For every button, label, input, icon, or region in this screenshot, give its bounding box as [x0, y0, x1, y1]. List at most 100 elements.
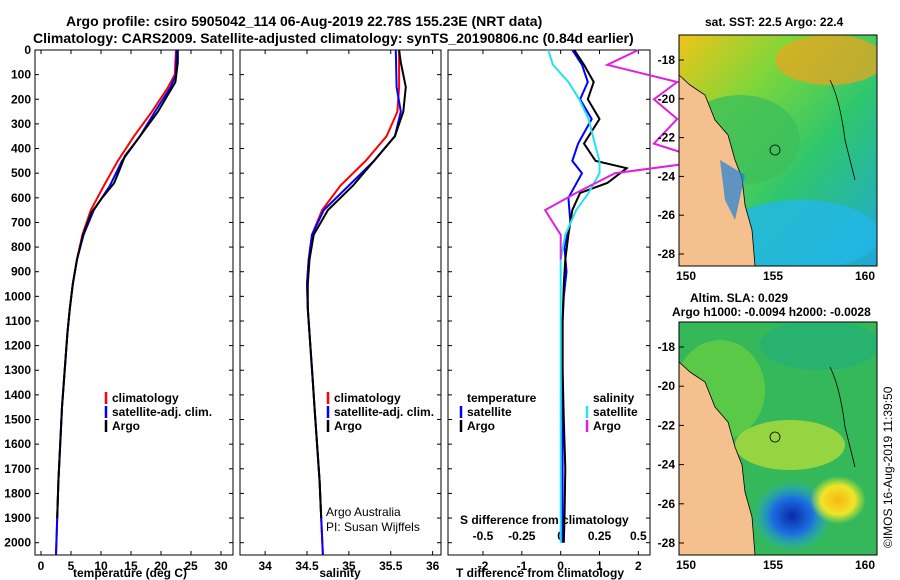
x-tick-label: 0: [557, 559, 564, 573]
s-difference-label: S difference from climatology: [460, 513, 629, 527]
series-line-climatology: [305, 50, 401, 556]
y-tick-label: 900: [11, 265, 31, 279]
difference-legend: temperature salinity satellite Argo sate…: [459, 391, 638, 527]
legend-label-satellite: satellite-adj. clim.: [112, 405, 212, 419]
legend-label-s-argo: Argo: [593, 419, 621, 433]
x-tick-label: 10: [94, 559, 108, 573]
series-line-satellite-adj-clim-: [55, 49, 178, 556]
sla-map: [678, 321, 878, 556]
sst-map-frame: [678, 34, 878, 267]
sst-warm-patch: [775, 35, 877, 85]
x-tick-label: 36: [426, 559, 440, 573]
salinity-legend: climatology satellite-adj. clim. Argo Ar…: [326, 391, 434, 534]
map-y-tick-label: -22: [658, 418, 676, 432]
map-y-tick-label: -20: [658, 379, 676, 393]
x-tick-label: 5: [68, 559, 75, 573]
sla-map-title-2: Argo h1000: -0.0094 h2000: -0.0028: [672, 305, 871, 319]
y-tick-label: 2000: [4, 536, 31, 550]
x-tick-label: -1: [516, 559, 527, 573]
salinity-panel: 34 34.5 35 35.5 36 salinity: [239, 49, 442, 580]
s-x-tick-label: -0.5: [473, 529, 494, 543]
y-tick-label: 1500: [4, 413, 31, 427]
x-tick-label: 0: [38, 559, 45, 573]
credit-pi: PI: Susan Wijffels: [326, 520, 420, 534]
map-x-tick-label: 160: [855, 558, 875, 572]
legend-label-climatology: climatology: [112, 391, 179, 405]
x-tick-label: 34.5: [295, 559, 319, 573]
map-x-tick-label: 155: [763, 558, 783, 572]
y-tick-label: 800: [11, 240, 31, 254]
bathymetry-contour: [829, 79, 856, 181]
y-tick-label: 1700: [4, 462, 31, 476]
sla-map-title-1: Altim. SLA: 0.029: [690, 291, 788, 305]
legend-label-argo: Argo: [112, 419, 140, 433]
sla-patch: [760, 322, 877, 370]
s-x-tick-label: 0.5: [630, 529, 647, 543]
sst-map: [678, 34, 878, 267]
legend-label-t-argo: Argo: [467, 419, 495, 433]
legend-title-salinity: salinity: [593, 391, 635, 405]
x-tick-label: 20: [154, 559, 168, 573]
map-x-tick-label: 155: [763, 269, 783, 283]
x-tick-label: 35.5: [379, 559, 403, 573]
title-line-2: Climatology: CARS2009. Satellite-adjuste…: [33, 30, 634, 46]
y-tick-label: 1400: [4, 388, 31, 402]
x-tick-label: 35: [342, 559, 356, 573]
sst-cool-patch: [720, 200, 877, 266]
reef-contour: [769, 431, 781, 443]
map-y-tick-label: -28: [658, 536, 676, 550]
map-x-tick-label: 150: [676, 558, 696, 572]
y-tick-label: 0: [24, 43, 31, 57]
y-tick-label: 700: [11, 215, 31, 229]
map-y-tick-label: -18: [658, 53, 676, 67]
map-y-tick-label: -24: [658, 169, 676, 183]
y-tick-label: 1300: [4, 363, 31, 377]
sst-map-title: sat. SST: 22.5 Argo: 22.4: [705, 15, 844, 29]
sst-cold-coastal: [720, 160, 745, 220]
x-tick-label: 1: [596, 559, 603, 573]
x-axis-label: temperature (deg C): [73, 566, 187, 580]
plot-frame: [239, 49, 442, 556]
map-y-tick-label: -26: [658, 497, 676, 511]
x-tick-label: 30: [214, 559, 228, 573]
land-australia: [679, 361, 756, 555]
legend-label-satellite: satellite-adj. clim.: [334, 405, 434, 419]
series-line-t-argo: [561, 49, 629, 543]
y-tick-label: 1100: [5, 314, 31, 328]
y-tick-label: 1000: [4, 289, 31, 303]
y-tick-label: 400: [11, 142, 31, 156]
series-line-satellite-adj-clim-: [305, 49, 402, 556]
x-tick-label: 25: [184, 559, 198, 573]
legend-label-t-satellite: satellite: [467, 405, 512, 419]
series-line-argo: [306, 49, 407, 519]
y-tick-label: 1900: [4, 511, 31, 525]
difference-panel: -2 -1 0 1 2-0.5 -0.25 0 0.25 0.5T difference fro…: [447, 49, 709, 580]
y-tick-label: 200: [11, 92, 31, 106]
imos-credit: ©IMOS 16-Aug-2019 11:39:50: [881, 386, 895, 548]
temperature-panel: 0100200300400500600700800900100011001200…: [4, 43, 234, 580]
plot-frame: [34, 49, 234, 556]
x-tick-label: 2: [635, 559, 642, 573]
sla-patch: [735, 420, 845, 470]
y-tick-label: 600: [11, 191, 31, 205]
series-line-s-satellite: [547, 49, 601, 543]
legend-label-argo: Argo: [334, 419, 362, 433]
legend-title-temperature: temperature: [467, 391, 537, 405]
y-tick-label: 500: [11, 166, 31, 180]
map-y-tick-label: -20: [658, 92, 676, 106]
y-tick-label: 1600: [4, 437, 31, 451]
temperature-legend: climatology satellite-adj. clim. Argo: [104, 391, 212, 433]
land-australia: [679, 74, 756, 266]
y-tick-label: 1800: [4, 486, 31, 500]
series-line-t-satellite: [561, 49, 593, 543]
legend-label-climatology: climatology: [334, 391, 401, 405]
credit-argo-australia: Argo Australia: [326, 505, 401, 519]
s-x-tick-label: -0.25: [508, 529, 536, 543]
map-y-tick-label: -22: [658, 131, 676, 145]
title-line-1: Argo profile: csiro 5905042_114 06-Aug-2…: [66, 13, 542, 29]
map-y-tick-label: -18: [658, 340, 676, 354]
plot-frame: [447, 49, 651, 556]
map-y-tick-label: -24: [658, 458, 676, 472]
map-y-tick-label: -28: [658, 247, 676, 261]
